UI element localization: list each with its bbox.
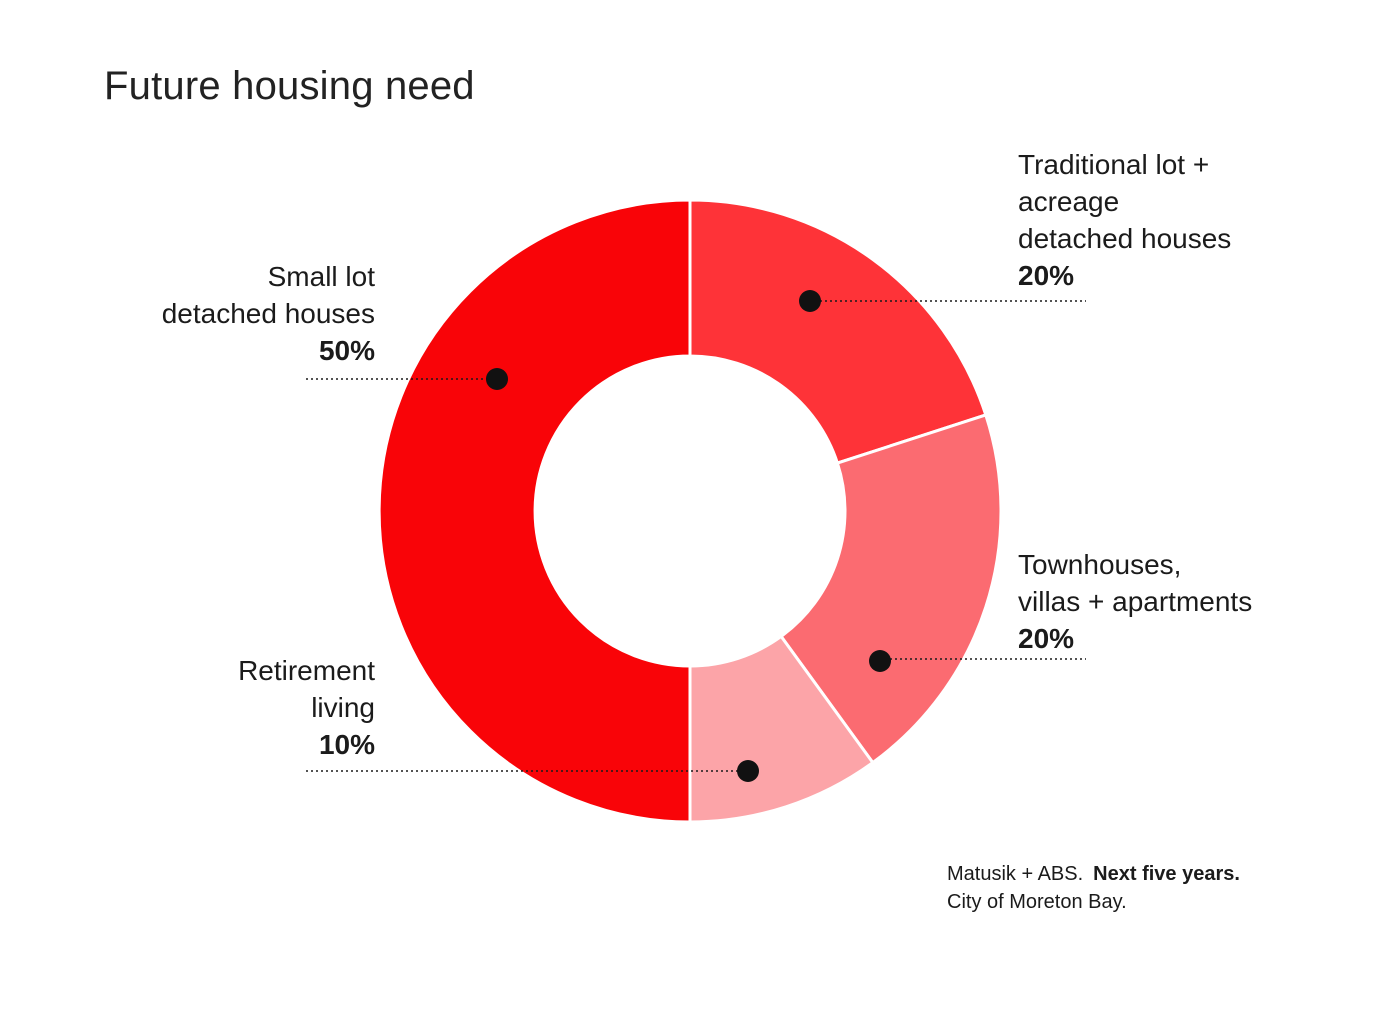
segment-label-line: detached houses [1018,223,1232,254]
segment-label-line: acreage [1018,186,1120,217]
source-text-bold: Next five years. [1093,863,1240,885]
donut-segment-townhouses [779,413,1003,765]
segment-label-line: Small lot [267,261,375,292]
leader-dot-small-lot [486,368,508,390]
source-line-1: Matusik + ABS. Next five years. [947,860,1240,888]
segment-label-retirement: Retirement living 10% [85,652,375,763]
segment-label-line: living [311,692,375,723]
segment-label-traditional: Traditional lot + acreage detached house… [1018,146,1318,294]
segment-label-line: villas + apartments [1018,586,1253,617]
segment-percent: 20% [1018,623,1075,654]
donut-segment-small-lot [377,198,692,824]
chart-title: Future housing need [104,64,475,108]
segment-percent: 10% [318,729,375,760]
source-note: Matusik + ABS. Next five years. City of M… [947,860,1240,916]
segment-label-small-lot: Small lot detached houses 50% [85,258,375,369]
segment-label-line: detached houses [161,298,375,329]
segment-label-line: Traditional lot + [1018,149,1210,180]
leader-dot-retirement [737,760,759,782]
segment-percent: 50% [318,335,375,366]
leader-dot-traditional [799,290,821,312]
leader-dot-townhouses [869,650,891,672]
segment-label-line: Retirement [238,655,375,686]
source-line-2: City of Moreton Bay. [947,891,1127,913]
source-text: Matusik + ABS. [947,863,1084,885]
segment-percent: 20% [1018,260,1075,291]
segment-label-townhouses: Townhouses, villas + apartments 20% [1018,546,1318,657]
segment-label-line: Townhouses, [1018,549,1182,580]
donut-segment-traditional [688,198,988,465]
